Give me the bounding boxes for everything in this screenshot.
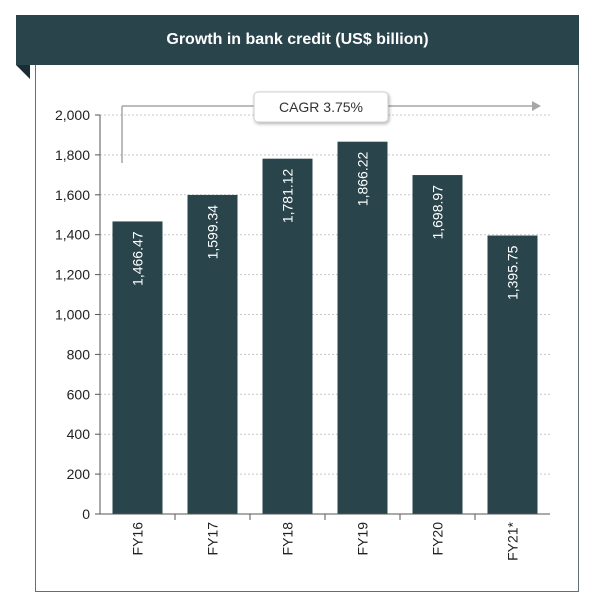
x-category-label: FY20: [430, 522, 446, 556]
bar-value-label: 1,781.12: [280, 168, 296, 223]
y-tick-label: 400: [67, 426, 91, 442]
x-category-label: FY18: [280, 522, 296, 556]
chart-frame: [35, 65, 579, 592]
y-tick-label: 600: [67, 386, 91, 402]
cagr-arrow-head: [532, 101, 541, 111]
y-tick-label: 0: [82, 506, 90, 522]
cagr-box: [253, 91, 389, 123]
bar-value-label: 1,395.75: [505, 245, 521, 300]
x-category-label: FY16: [130, 522, 146, 556]
title-bar-fold: [16, 65, 30, 79]
y-tick-label: 200: [67, 466, 91, 482]
y-tick-label: 2,000: [55, 107, 90, 123]
bar-value-label: 1,866.22: [355, 151, 371, 206]
bar: [262, 158, 313, 514]
x-category-label: FY19: [355, 522, 371, 556]
x-axis-labels: FY16 FY17 FY18 FY19 FY20 FY21*: [130, 514, 521, 561]
x-category-label: FY17: [205, 522, 221, 556]
cagr-annotation: CAGR 3.75%: [121, 91, 541, 163]
bar: [412, 175, 463, 514]
bars: 1,466.47 1,599.34 1,781.12 1,866.22 1,698.97…: [112, 141, 538, 514]
bar-value-label: 1,466.47: [130, 231, 146, 286]
chart-title-bar: Growth in bank credit (US$ billion): [16, 15, 579, 65]
gridlines: [100, 114, 550, 475]
chart-title: Growth in bank credit (US$ billion): [166, 31, 429, 48]
y-tick-label: 1,000: [55, 307, 90, 323]
y-tick-label: 800: [67, 346, 91, 362]
bar: [112, 221, 163, 514]
cagr-label: CAGR 3.75%: [279, 99, 363, 115]
y-tick-label: 1,600: [55, 187, 90, 203]
y-axis-ticks: 0 200 400 600 800 1,000 1,200 1,400 1,600 1,800 2,…: [55, 107, 100, 522]
bar-value-label: 1,698.97: [430, 185, 446, 240]
y-tick-label: 1,200: [55, 267, 90, 283]
bar: [187, 194, 238, 514]
y-tick-label: 1,400: [55, 227, 90, 243]
bar: [337, 141, 388, 514]
y-tick-label: 1,800: [55, 147, 90, 163]
bar: [487, 235, 538, 514]
x-category-label: FY21*: [505, 521, 521, 560]
bar-value-label: 1,599.34: [205, 205, 221, 260]
